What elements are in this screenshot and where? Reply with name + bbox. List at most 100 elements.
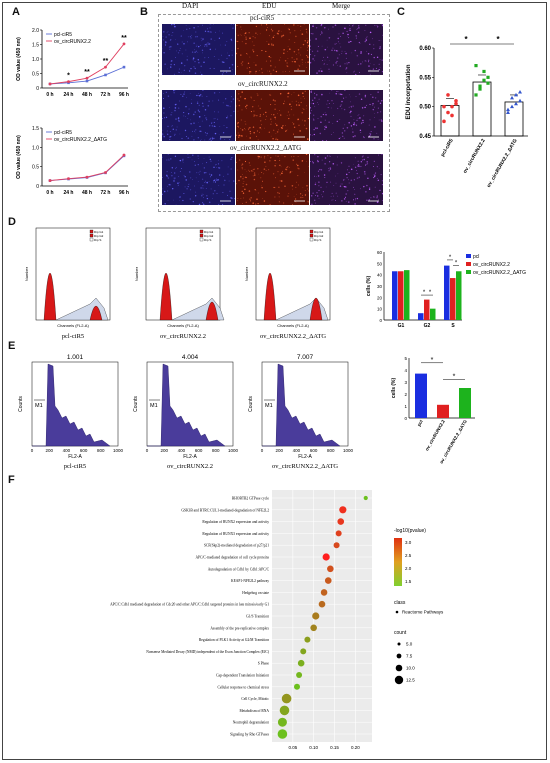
cell-dot xyxy=(253,62,255,63)
cell-dot xyxy=(366,37,368,38)
cell-dot xyxy=(231,96,232,97)
cell-dot xyxy=(324,27,326,29)
y-tick-label: 2 xyxy=(404,392,407,397)
cell-dot xyxy=(162,156,163,158)
data-point xyxy=(48,179,52,182)
x-axis-label: FL2-A xyxy=(183,454,197,460)
cell-dot xyxy=(190,38,192,39)
cell-dot xyxy=(212,100,214,102)
cell-dot xyxy=(267,155,269,157)
cell-dot xyxy=(310,49,311,51)
cell-dot xyxy=(166,130,168,132)
legend-swatch xyxy=(466,254,471,258)
cell-dot xyxy=(213,125,216,127)
cell-dot xyxy=(241,135,243,137)
cell-dot xyxy=(358,176,361,179)
cell-dot xyxy=(177,184,179,186)
histogram-value: 7.007 xyxy=(297,354,314,361)
pathway-label: GSK3B and BTRC:CUL1-mediated-degradation… xyxy=(181,508,269,512)
cell-dot xyxy=(186,55,188,57)
cell-dot xyxy=(322,113,325,116)
cell-dot xyxy=(221,160,223,162)
cell-dot xyxy=(246,170,248,172)
cell-dot xyxy=(277,31,279,33)
cell-dot xyxy=(174,177,176,179)
pathway-dot xyxy=(333,542,340,549)
cell-dot xyxy=(313,129,315,131)
cell-dot xyxy=(328,103,330,105)
y-axis-label: Counts xyxy=(18,396,24,412)
cell-dot xyxy=(277,171,279,173)
cell-dot xyxy=(166,41,168,43)
cell-dot xyxy=(311,50,314,53)
pathway-dot xyxy=(335,530,342,537)
cell-dot xyxy=(325,125,327,127)
cell-dot xyxy=(284,24,286,25)
cell-dot xyxy=(359,129,362,132)
legend-swatch xyxy=(309,233,314,238)
cell-dot xyxy=(285,125,286,127)
cell-dot xyxy=(178,120,179,121)
cell-dot xyxy=(364,106,366,109)
x-tick-label: 48 h xyxy=(82,190,92,196)
cell-dot xyxy=(293,51,296,53)
cell-dot xyxy=(343,198,346,200)
cell-dot xyxy=(366,36,368,38)
cell-dot xyxy=(320,186,322,189)
cell-dot xyxy=(204,132,206,134)
cell-dot xyxy=(198,95,199,96)
data-point xyxy=(122,153,126,157)
cell-dot xyxy=(291,170,293,172)
cell-dot xyxy=(171,24,173,26)
cell-dot xyxy=(369,134,372,136)
cell-dot xyxy=(272,69,275,71)
cell-dot xyxy=(324,59,326,61)
cell-dot xyxy=(257,94,259,96)
cell-dot xyxy=(305,127,308,130)
cell-dot xyxy=(209,68,211,70)
cell-dot xyxy=(202,197,205,199)
cell-dot xyxy=(204,109,207,111)
cell-dot xyxy=(241,61,244,63)
cell-dot xyxy=(197,26,199,28)
cell-dot xyxy=(364,173,366,175)
cell-dot xyxy=(254,114,256,116)
cell-dot xyxy=(275,155,277,157)
cell-dot xyxy=(315,38,317,40)
cell-dot xyxy=(197,137,199,139)
cell-dot xyxy=(291,156,292,158)
cell-dot xyxy=(298,52,300,54)
cell-dot xyxy=(306,38,308,39)
cell-dot xyxy=(269,94,271,96)
cell-dot xyxy=(357,163,360,166)
cell-dot xyxy=(236,33,237,35)
cell-dot xyxy=(372,38,373,40)
cell-dot xyxy=(294,60,296,63)
cell-dot xyxy=(326,103,328,105)
cell-dot xyxy=(199,125,201,128)
y-tick-label: 5 xyxy=(404,356,407,361)
cell-dot xyxy=(318,198,320,199)
cell-dot xyxy=(209,138,212,140)
cell-dot xyxy=(337,91,339,92)
data-point xyxy=(514,92,518,97)
cell-dot xyxy=(249,137,251,139)
cell-dot xyxy=(320,68,322,70)
cell-dot xyxy=(317,156,319,158)
data-point xyxy=(67,80,70,84)
cell-dot xyxy=(167,177,170,179)
significance-mark: ** xyxy=(84,69,90,76)
significance-mark: * xyxy=(431,357,434,364)
cell-dot xyxy=(365,24,367,26)
cell-dot xyxy=(230,197,233,199)
cell-dot xyxy=(285,168,287,171)
cell-dot xyxy=(338,93,340,95)
cell-dot xyxy=(194,67,196,69)
cell-dot xyxy=(374,117,375,119)
cell-dot xyxy=(272,138,274,140)
cell-dot xyxy=(323,63,324,65)
pathway-label: Cell Cycle, Mitotic xyxy=(241,697,269,702)
cell-dot xyxy=(195,50,198,52)
cell-dot xyxy=(239,159,241,161)
cell-dot xyxy=(206,96,208,97)
